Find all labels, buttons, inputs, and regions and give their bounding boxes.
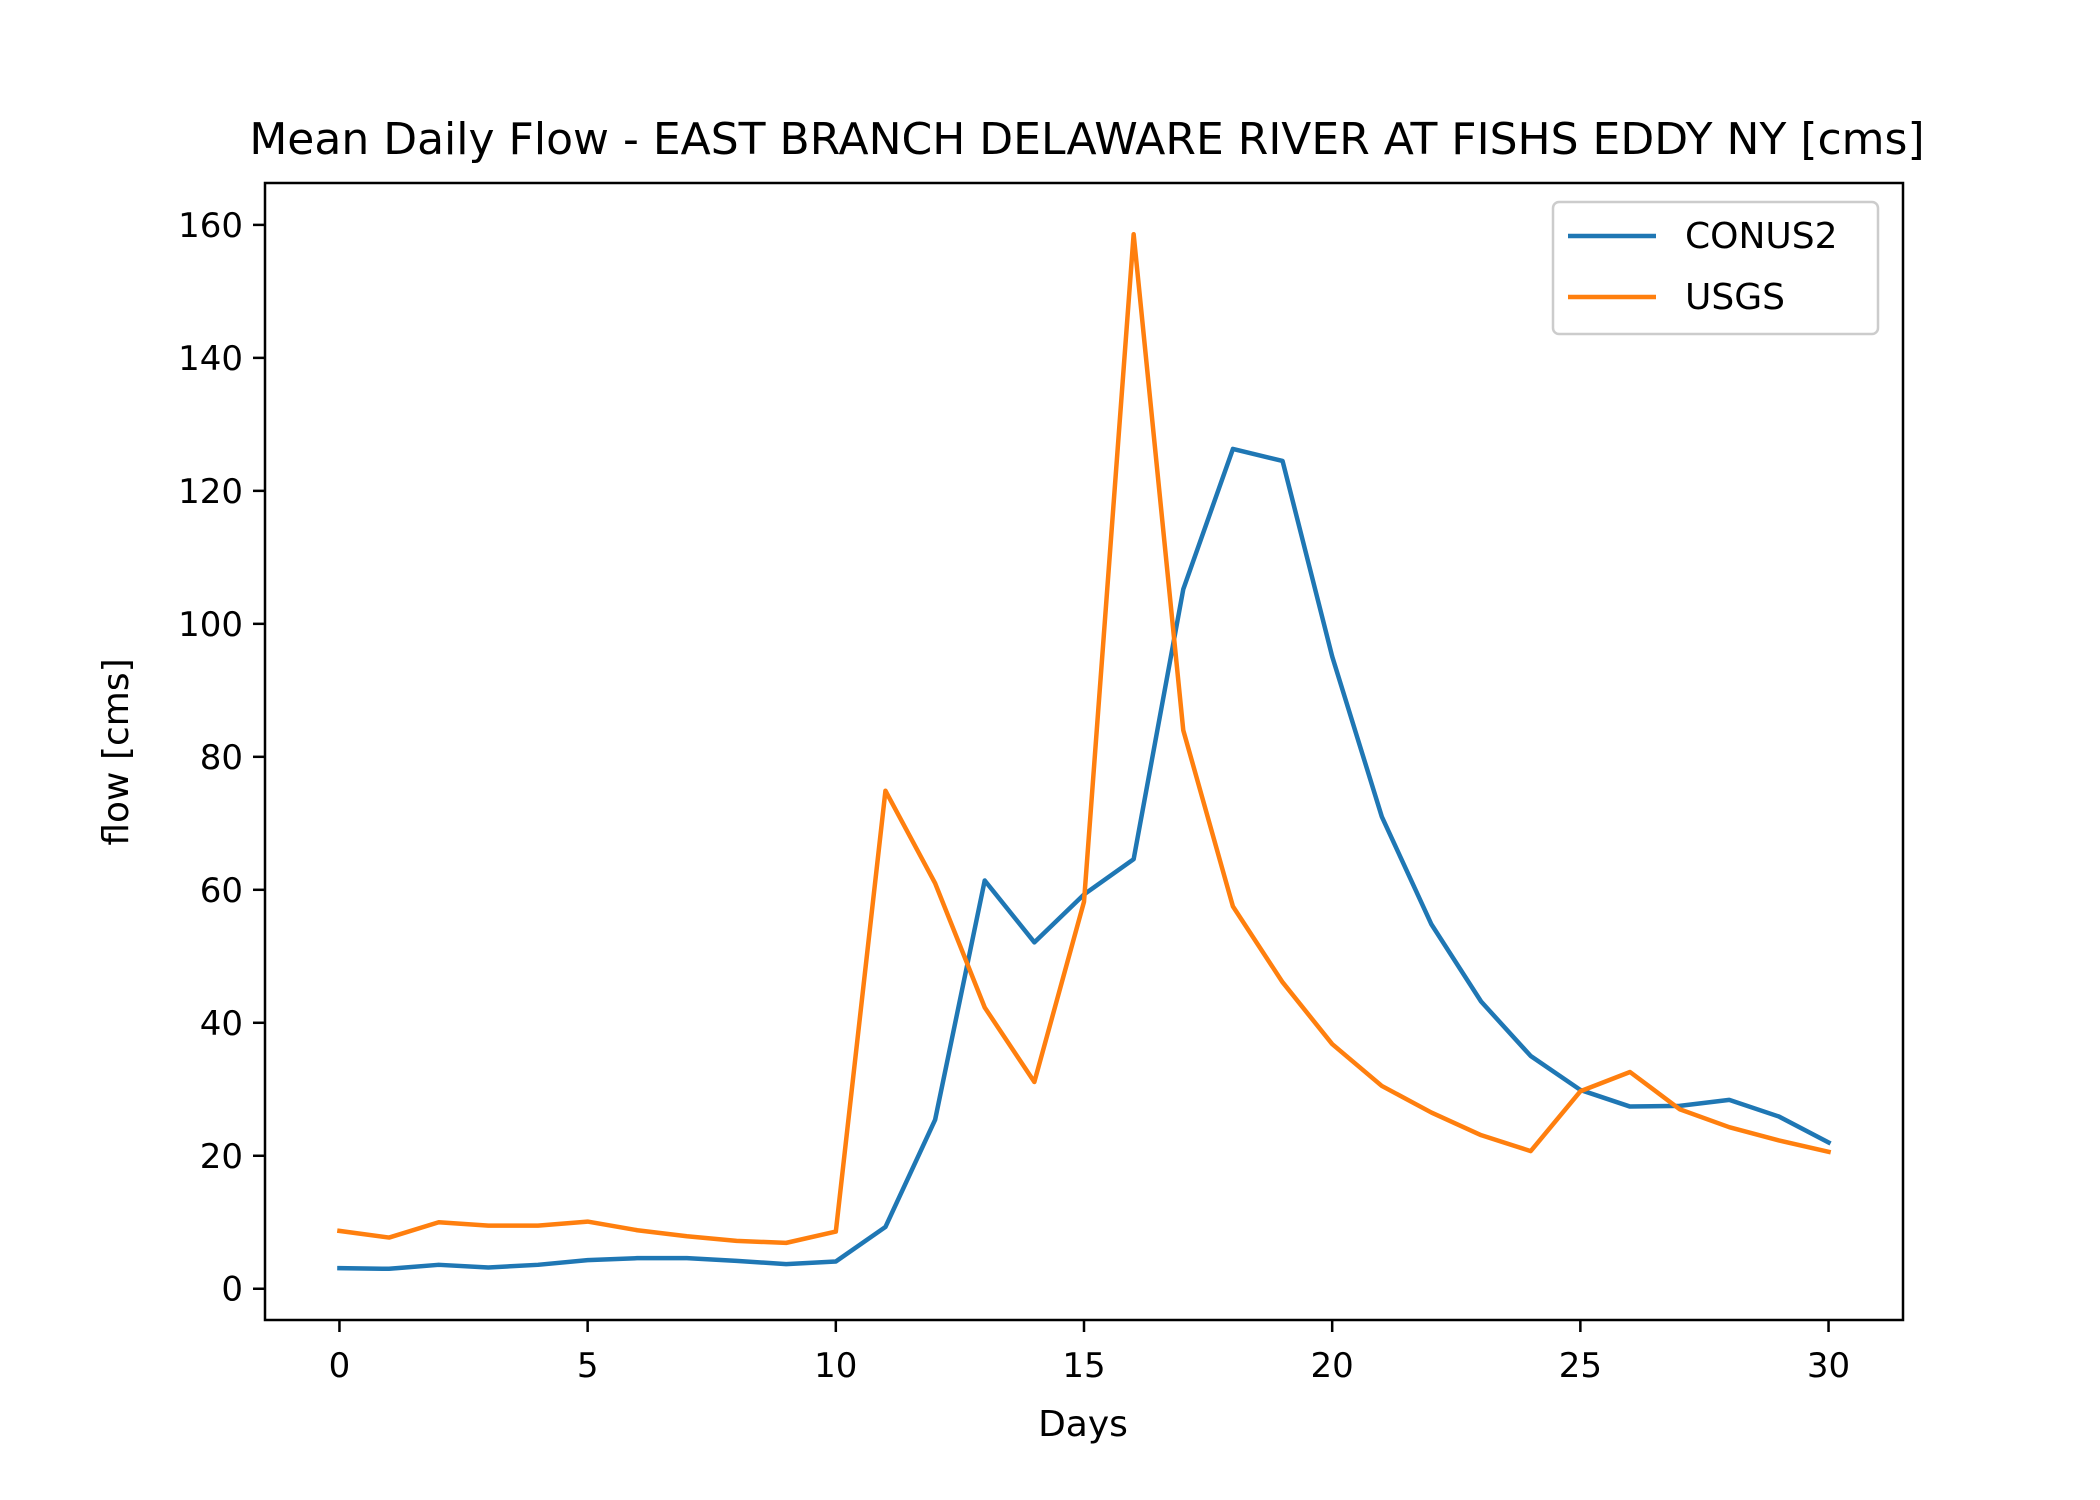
series-line-usgs <box>336 231 1832 1246</box>
x-tick-label: 20 <box>1311 1346 1354 1386</box>
x-axis-ticks: 0 5 10 15 20 25 30 <box>329 1320 1850 1386</box>
x-tick-label: 30 <box>1807 1346 1850 1386</box>
y-tick-label: 160 <box>178 206 243 246</box>
y-axis-label: flow [cms] <box>96 658 137 845</box>
chart-title: Mean Daily Flow - EAST BRANCH DELAWARE R… <box>249 114 1924 165</box>
x-tick-label: 5 <box>577 1346 599 1386</box>
y-tick-label: 0 <box>221 1270 243 1310</box>
y-axis-ticks: 0 20 40 60 80 100 120 140 160 <box>178 206 265 1310</box>
y-tick-label: 120 <box>178 472 243 512</box>
legend-label-usgs: USGS <box>1685 277 1785 318</box>
series-layer <box>336 231 1832 1272</box>
legend: CONUS2 USGS <box>1551 200 1880 336</box>
x-tick-label: 15 <box>1062 1346 1105 1386</box>
series-line-conus2 <box>337 446 1832 1272</box>
y-tick-label: 80 <box>200 738 243 778</box>
y-tick-label: 20 <box>200 1137 243 1177</box>
y-tick-label: 140 <box>178 339 243 379</box>
x-axis-label: Days <box>1038 1404 1128 1445</box>
axes-frame <box>263 181 1905 1322</box>
x-tick-label: 0 <box>329 1346 351 1386</box>
x-tick-label: 10 <box>814 1346 857 1386</box>
legend-label-conus2: CONUS2 <box>1685 216 1838 257</box>
y-tick-label: 60 <box>200 871 243 911</box>
y-tick-label: 40 <box>200 1004 243 1044</box>
x-tick-label: 25 <box>1559 1346 1602 1386</box>
plot-area <box>263 181 1905 1322</box>
y-tick-label: 100 <box>178 605 243 645</box>
